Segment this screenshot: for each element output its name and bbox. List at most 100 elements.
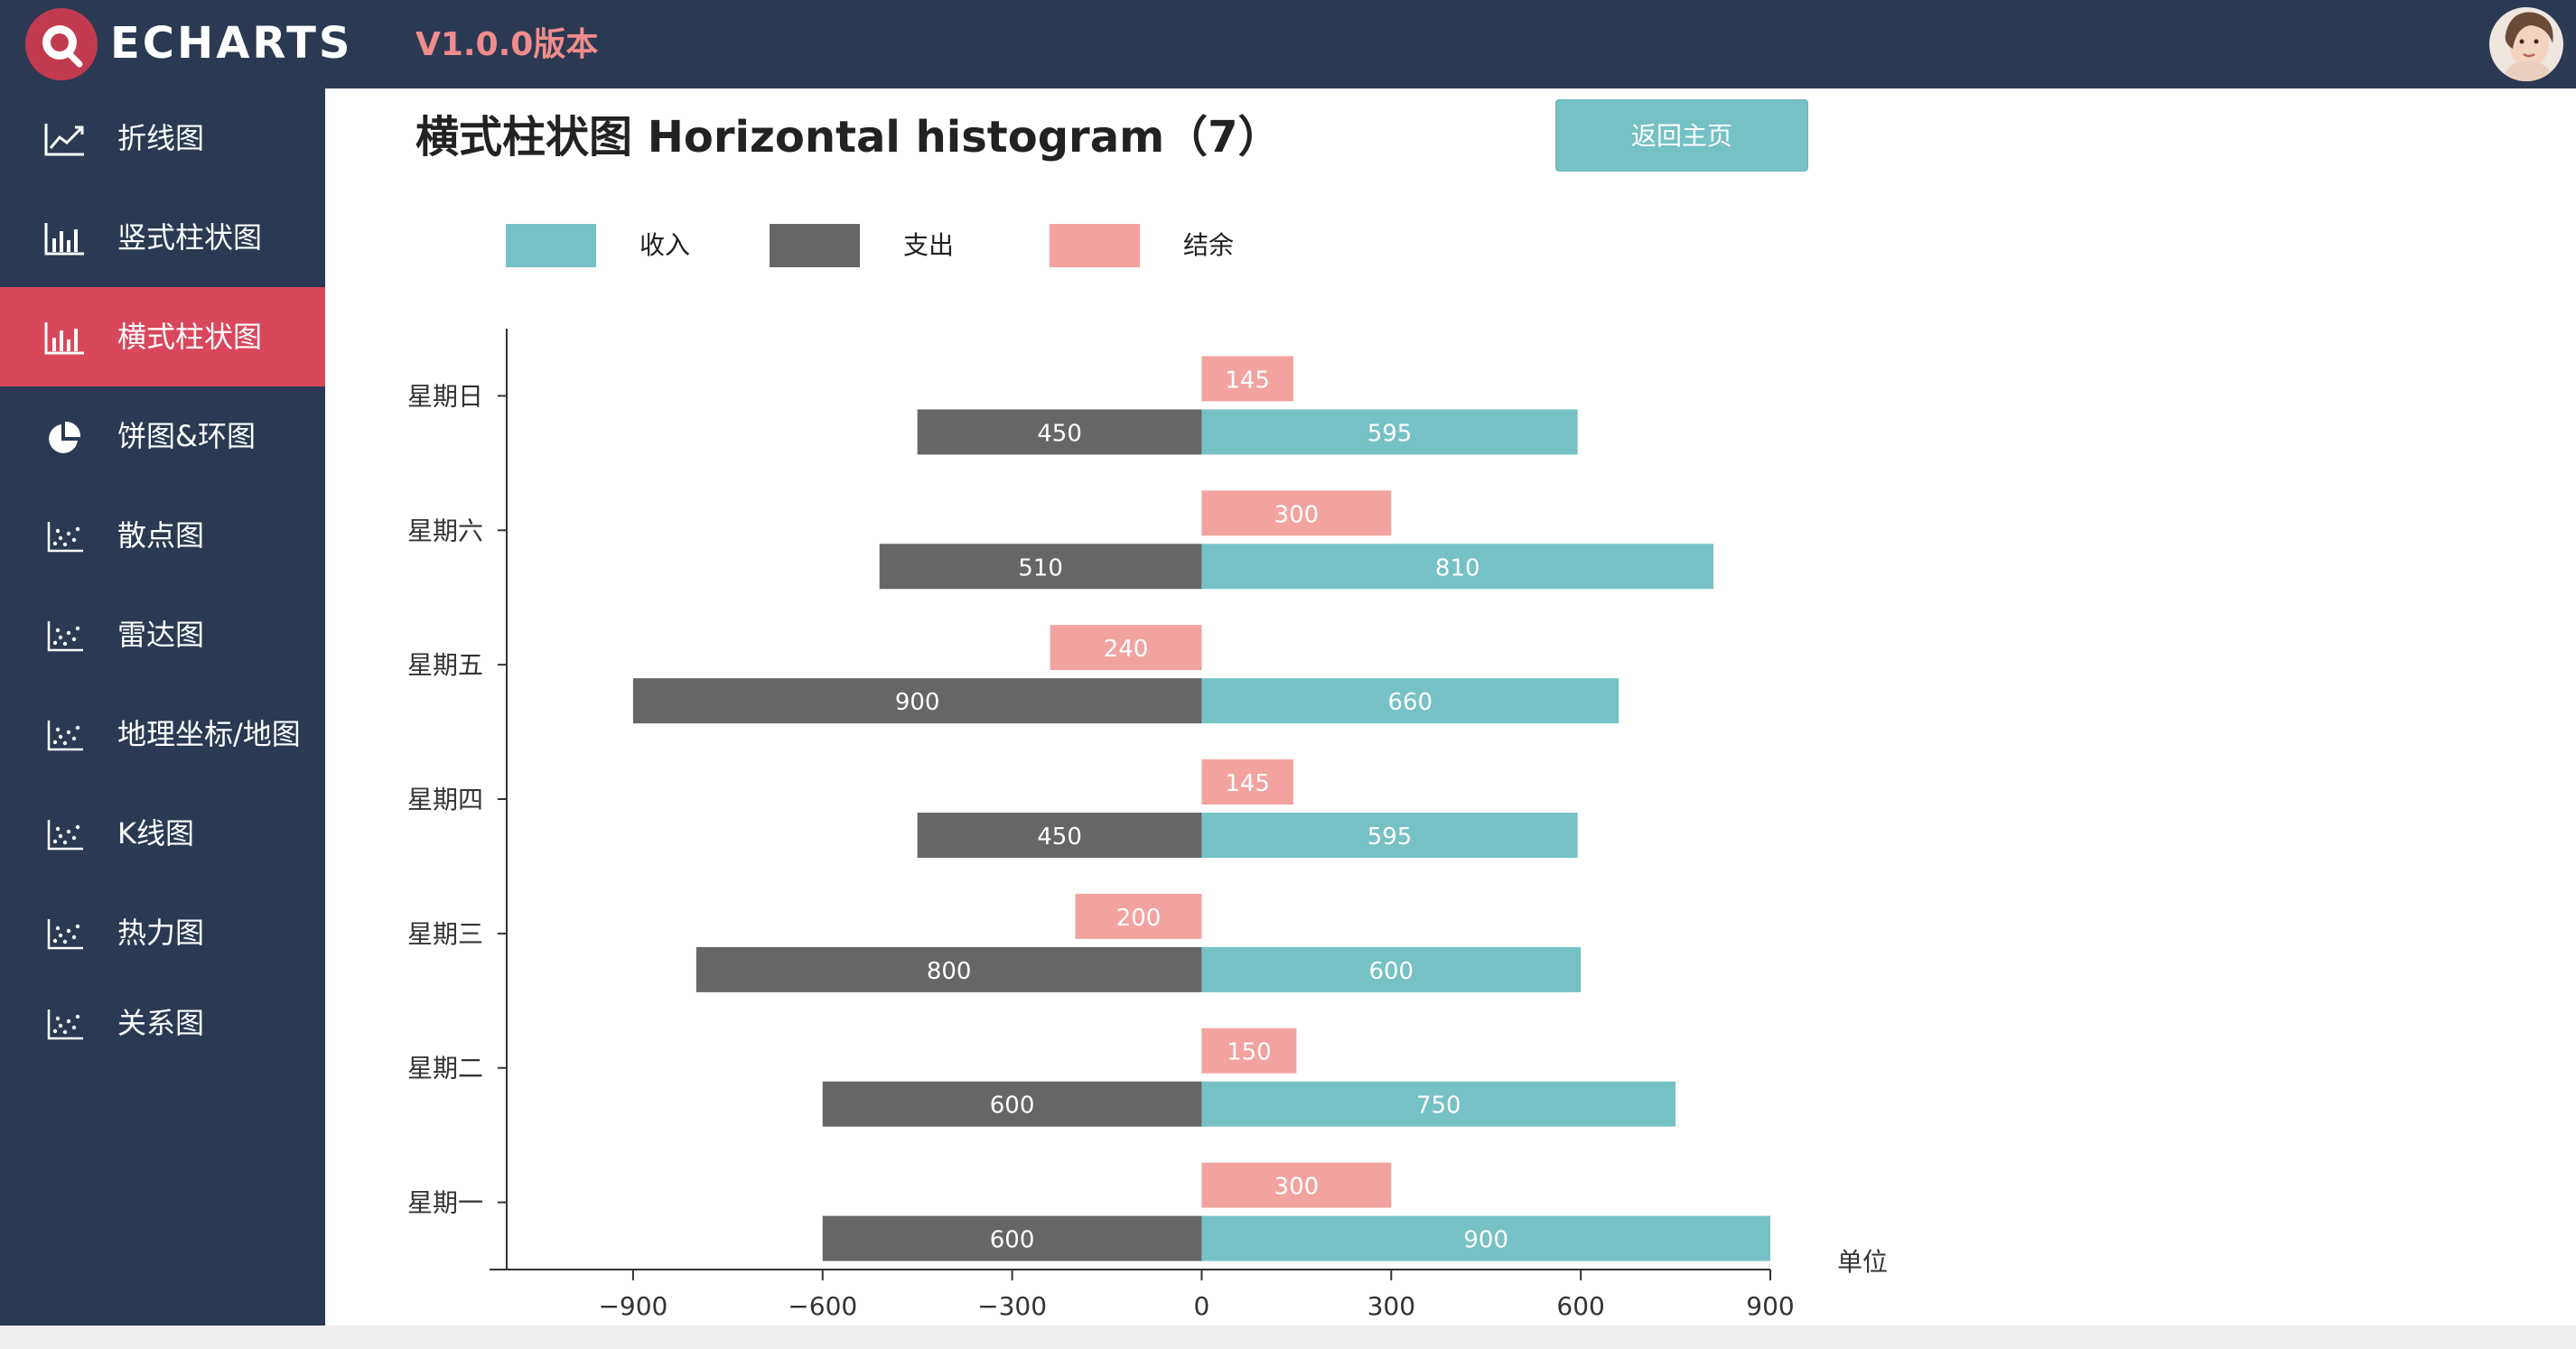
sidebar: 折线图 竖式柱状图 横式柱状图 饼图&环图 (0, 88, 325, 1326)
y-tick-label: 星期四 (407, 785, 483, 814)
bar-income (1201, 409, 1578, 455)
sidebar-item-label: 雷达图 (117, 618, 205, 652)
bar-balance (1201, 1162, 1392, 1208)
bar-income (1201, 1215, 1770, 1261)
bar-expense (822, 1215, 1202, 1261)
sidebar-item-pie[interactable]: 饼图&环图 (0, 386, 325, 486)
x-axis-title: 单位 (1837, 1247, 1888, 1277)
sidebar-item-label: 热力图 (117, 916, 205, 950)
avatar-image (2489, 7, 2563, 81)
pie-chart-icon (49, 421, 81, 453)
bar-balance (1075, 893, 1202, 939)
legend-swatch (770, 224, 860, 267)
legend-swatch (506, 224, 596, 267)
data-label-income: 900 (1463, 1227, 1508, 1254)
bar-income (1201, 678, 1619, 724)
bar-balance (1201, 1028, 1297, 1074)
bar-chart-icon (44, 223, 84, 256)
top-header: ECHARTS V1.0.0版本 (0, 0, 2576, 88)
page-title: 横式柱状图 Horizontal histogram（7） (415, 112, 1282, 163)
data-label-balance: 145 (1225, 367, 1270, 394)
x-tick-label: 600 (1556, 1291, 1604, 1321)
sidebar-item-label: K线图 (117, 816, 194, 851)
data-label-balance: 145 (1225, 770, 1270, 797)
legend-label: 支出 (903, 230, 955, 260)
data-label-income: 660 (1387, 689, 1433, 716)
bottom-edge (0, 1326, 2576, 1349)
scatter-chart-icon (47, 919, 83, 950)
sidebar-item-vertical-bar[interactable]: 竖式柱状图 (0, 188, 325, 287)
data-label-income: 595 (1367, 823, 1413, 851)
sidebar-item-horizontal-bar[interactable]: 横式柱状图 (0, 287, 325, 386)
sidebar-item-kline[interactable]: K线图 (0, 784, 325, 883)
data-label-expense: 600 (990, 1093, 1035, 1120)
legend-label: 结余 (1183, 230, 1235, 260)
echarts-logo-icon[interactable] (25, 8, 98, 80)
version-label: V1.0.0版本 (415, 26, 599, 63)
sidebar-item-label: 散点图 (117, 518, 205, 553)
sidebar-item-graph[interactable]: 关系图 (0, 973, 325, 1073)
scatter-chart-icon (47, 721, 83, 751)
scatter-chart-icon (47, 522, 83, 553)
sidebar-item-label: 折线图 (117, 121, 205, 155)
user-avatar[interactable] (2489, 7, 2563, 81)
y-tick-label: 星期日 (407, 381, 483, 411)
x-tick-label: 0 (1194, 1291, 1210, 1321)
bar-chart-icon (44, 322, 84, 355)
bar-balance (1201, 759, 1293, 805)
data-label-balance: 300 (1274, 501, 1320, 528)
bar-income (1201, 544, 1714, 590)
legend-swatch (1050, 224, 1140, 267)
data-label-income: 750 (1416, 1093, 1461, 1120)
x-tick-label: −600 (788, 1291, 857, 1321)
sidebar-item-label: 地理坐标/地图 (117, 717, 301, 751)
bar-expense (917, 409, 1202, 455)
logo-text[interactable]: ECHARTS (110, 18, 353, 69)
sidebar-item-label: 饼图&环图 (117, 419, 256, 453)
data-label-balance: 240 (1104, 636, 1149, 663)
scatter-chart-icon (47, 1009, 83, 1040)
back-home-button[interactable]: 返回主页 (1555, 99, 1808, 172)
line-chart-icon (44, 124, 84, 156)
data-label-expense: 450 (1037, 420, 1082, 447)
sidebar-item-heatmap[interactable]: 热力图 (0, 883, 325, 982)
legend-item-expense[interactable]: 支出 (770, 224, 986, 267)
data-label-expense: 900 (895, 689, 940, 716)
bar-balance (1050, 625, 1202, 671)
data-label-expense: 450 (1037, 823, 1082, 851)
y-tick-label: 星期一 (407, 1188, 483, 1218)
bar-income (1201, 946, 1582, 992)
y-tick-label: 星期六 (407, 516, 483, 545)
legend-item-income[interactable]: 收入 (506, 224, 723, 267)
bar-expense (632, 678, 1202, 724)
sidebar-item-scatter[interactable]: 散点图 (0, 486, 325, 585)
sidebar-item-label: 竖式柱状图 (117, 220, 263, 255)
sidebar-item-label: 关系图 (117, 1006, 205, 1040)
x-tick-label: −900 (598, 1291, 667, 1321)
x-tick-label: −300 (977, 1291, 1047, 1321)
bar-income (1201, 813, 1578, 858)
legend-item-balance[interactable]: 结余 (1050, 224, 1266, 267)
y-tick-label: 星期二 (407, 1054, 483, 1084)
sidebar-item-label: 横式柱状图 (117, 320, 263, 354)
x-tick-label: 300 (1367, 1291, 1415, 1321)
data-label-expense: 800 (927, 958, 972, 985)
bar-balance (1201, 356, 1293, 402)
sidebar-item-geo-map[interactable]: 地理坐标/地图 (0, 684, 325, 784)
x-tick-label: 900 (1746, 1291, 1794, 1321)
y-tick-label: 星期五 (407, 650, 483, 680)
sidebar-item-radar[interactable]: 雷达图 (0, 585, 325, 684)
bar-expense (695, 946, 1202, 992)
data-label-expense: 510 (1018, 554, 1063, 581)
bar-expense (879, 544, 1202, 590)
data-label-balance: 200 (1116, 905, 1162, 932)
data-label-expense: 600 (990, 1227, 1035, 1254)
scatter-chart-icon (47, 621, 83, 652)
data-label-income: 810 (1435, 554, 1480, 581)
sidebar-item-line-chart[interactable]: 折线图 (0, 88, 325, 188)
legend-label: 收入 (639, 230, 691, 260)
data-label-balance: 300 (1274, 1174, 1320, 1201)
bar-expense (917, 813, 1202, 858)
data-label-income: 600 (1368, 958, 1414, 985)
